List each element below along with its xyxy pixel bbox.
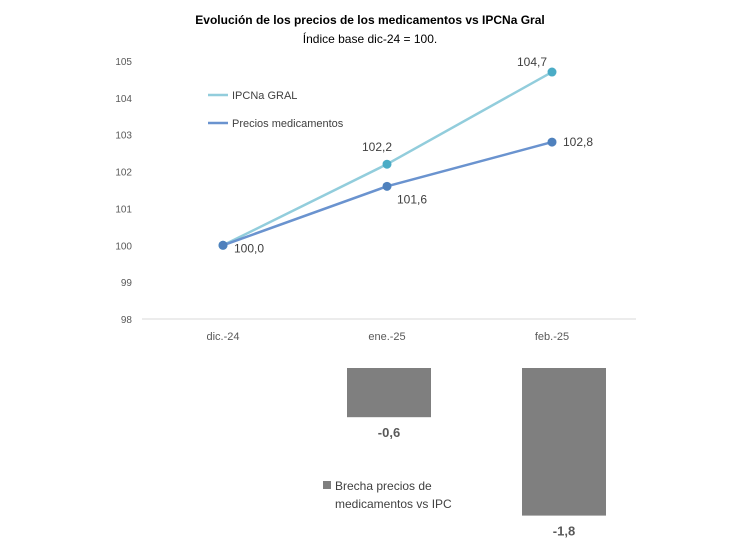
data-labels-group: 102,2 104,7 100,0 101,6 102,8 xyxy=(234,55,593,255)
data-label: 101,6 xyxy=(397,192,427,206)
y-axis: 98 99 100 101 102 103 104 105 xyxy=(115,57,132,326)
gap-bar-label: -1,8 xyxy=(553,524,575,538)
x-tick-label: ene.-25 xyxy=(368,331,405,343)
series-line-1 xyxy=(222,140,553,247)
legend-label-medicamentos: Precios medicamentos xyxy=(232,118,344,130)
gap-legend: Brecha precios de medicamentos vs IPC xyxy=(323,479,452,511)
series-0-point xyxy=(382,159,392,169)
series-1-point xyxy=(382,181,392,191)
y-tick-label: 100 xyxy=(115,241,132,252)
chart-title: Evolución de los precios de los medicame… xyxy=(195,13,544,27)
x-tick-label: dic.-24 xyxy=(206,331,239,343)
y-tick-label: 101 xyxy=(115,204,132,215)
series-1-point xyxy=(547,137,557,147)
y-tick-label: 103 xyxy=(115,131,132,142)
gap-legend-line-1: Brecha precios de xyxy=(335,479,432,493)
legend-label-ipc: IPCNa GRAL xyxy=(232,90,297,102)
line-markers-group xyxy=(218,67,557,250)
gap-bar-labels-group: -0,6 -1,8 xyxy=(378,425,575,538)
series-0-point xyxy=(547,67,557,77)
gap-legend-line-2: medicamentos vs IPC xyxy=(335,497,452,511)
y-tick-label: 105 xyxy=(115,57,132,68)
gap-bar-label: -0,6 xyxy=(378,425,400,440)
data-label: 104,7 xyxy=(517,55,547,69)
y-tick-label: 102 xyxy=(115,168,132,179)
data-label: 102,2 xyxy=(362,140,392,154)
x-axis: dic.-24 ene.-25 feb.-25 xyxy=(206,331,569,343)
series-1-point xyxy=(218,240,228,250)
y-tick-label: 99 xyxy=(121,278,133,289)
y-tick-label: 98 xyxy=(121,315,133,326)
gap-bar xyxy=(347,368,431,418)
gap-bars-group xyxy=(347,368,606,516)
line-legend: IPCNa GRAL Precios medicamentos xyxy=(208,90,344,130)
chart-subtitle: Índice base dic-24 = 100. xyxy=(303,31,437,46)
data-label: 102,8 xyxy=(563,135,593,149)
data-label: 100,0 xyxy=(234,241,264,255)
x-tick-label: feb.-25 xyxy=(535,331,569,343)
y-tick-label: 104 xyxy=(115,94,132,105)
gap-legend-swatch xyxy=(323,481,331,489)
gap-bar xyxy=(522,368,606,516)
